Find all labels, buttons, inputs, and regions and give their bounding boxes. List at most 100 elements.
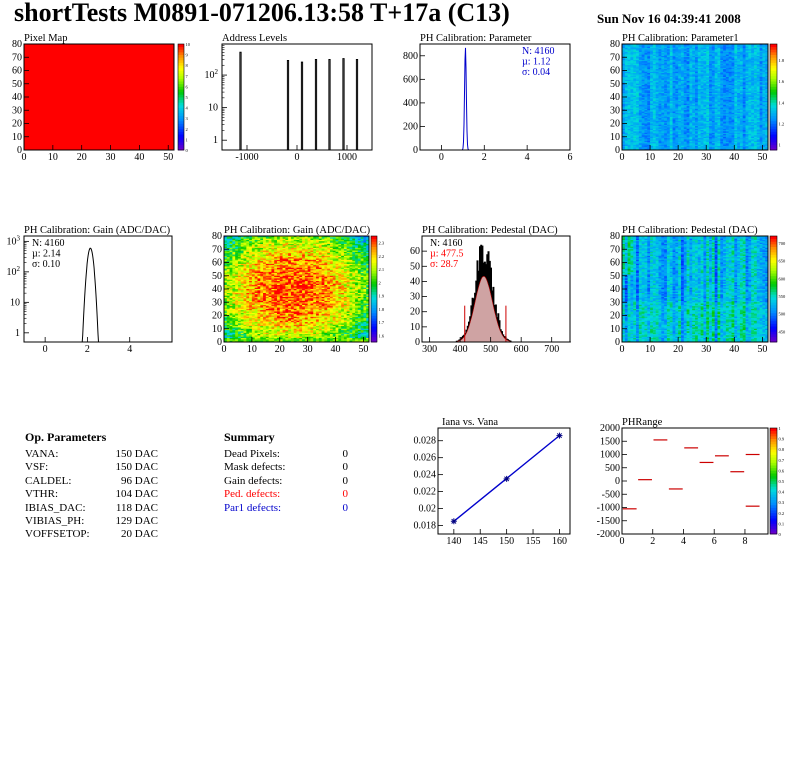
heatmap-cell: [644, 130, 648, 132]
heatmap-cell: [675, 69, 679, 71]
heatmap-cell: [709, 122, 713, 124]
heatmap-cell: [265, 239, 269, 242]
heatmap-cell: [658, 46, 662, 49]
heatmap-cell: [742, 97, 746, 99]
heatmap-cell: [723, 119, 727, 122]
heatmap-cell: [263, 241, 267, 243]
heatmap-cell: [739, 53, 744, 55]
heatmap-cell: [329, 242, 334, 245]
heatmap-cell: [742, 110, 746, 112]
heatmap-cell: [650, 81, 654, 83]
heatmap-cell: [669, 46, 673, 49]
heatmap-cell: [647, 136, 651, 139]
heatmap-cell: [647, 114, 651, 116]
heatmap-cell: [700, 102, 704, 104]
heatmap-cell: [243, 249, 247, 251]
heatmap-cell: [658, 136, 662, 139]
heatmap-cell: [714, 130, 718, 132]
heatmap-cell: [695, 50, 699, 53]
heatmap-cell: [633, 63, 637, 66]
heatmap-cell: [697, 98, 701, 100]
heatmap-cell: [759, 53, 763, 55]
heatmap-cell: [641, 75, 645, 78]
heatmap-cell: [745, 47, 749, 50]
heatmap-cell: [753, 128, 758, 131]
heatmap-cell: [672, 142, 676, 144]
heatmap-cell: [737, 91, 741, 94]
heatmap-cell: [709, 62, 713, 65]
heatmap-cell: [762, 62, 766, 65]
heatmap-cell: [686, 93, 690, 95]
heatmap-cell: [343, 246, 348, 249]
heatmap-cell: [622, 134, 626, 136]
heatmap-cell: [709, 106, 713, 108]
heatmap-cell: [638, 131, 643, 134]
heatmap-cell: [728, 103, 732, 106]
colorbar-band: [178, 142, 184, 146]
heatmap-cell: [310, 249, 314, 251]
heatmap-cell: [737, 122, 741, 124]
heatmap-cell: [697, 86, 701, 89]
heatmap-cell: [765, 134, 769, 136]
heatmap-cell: [706, 97, 710, 99]
heatmap-cell: [706, 69, 710, 71]
heatmap-cell: [731, 136, 735, 139]
heatmap-cell: [753, 124, 758, 127]
heatmap-cell: [762, 142, 766, 144]
heatmap-cell: [739, 82, 744, 85]
heatmap-cell: [762, 127, 766, 130]
heatmap-cell: [762, 63, 766, 66]
heatmap-cell: [638, 119, 643, 122]
y-tick-label: 102: [7, 265, 21, 278]
heatmap-cell: [680, 69, 685, 71]
heatmap-cell: [647, 63, 651, 66]
heatmap-cell: [666, 122, 671, 124]
heatmap-cell: [630, 136, 634, 139]
heatmap-cell: [737, 70, 741, 73]
heatmap-cell: [748, 142, 752, 144]
heatmap-cell: [641, 131, 645, 134]
heatmap-cell: [692, 46, 696, 49]
heatmap-cell: [624, 45, 628, 47]
heatmap-cell: [669, 140, 673, 143]
heatmap-cell: [260, 247, 264, 250]
heatmap-cell: [664, 142, 668, 144]
heatmap-cell: [745, 58, 749, 61]
heatmap-cell: [742, 124, 746, 127]
heatmap-cell: [672, 44, 676, 46]
heatmap-cell: [332, 238, 336, 241]
heatmap-cell: [672, 146, 676, 148]
heatmap-cell: [636, 79, 640, 82]
heatmap-cell: [695, 138, 699, 140]
heatmap-cell: [644, 49, 648, 51]
y-tick-label: 200: [403, 121, 418, 132]
heatmap-cell: [661, 110, 665, 112]
heatmap-cell: [240, 247, 244, 250]
heatmap-cell: [709, 134, 713, 136]
heatmap-cell: [714, 114, 718, 116]
heatmap-cell: [622, 112, 626, 115]
heatmap-cell: [711, 66, 716, 69]
heatmap-cell: [745, 82, 749, 85]
heatmap-cell: [678, 49, 682, 51]
heatmap-cell: [678, 50, 682, 53]
heatmap-cell: [706, 47, 710, 50]
heatmap-cell: [644, 132, 648, 135]
heatmap-cell: [731, 46, 735, 49]
heatmap-cell: [669, 67, 673, 70]
heatmap-cell: [683, 45, 687, 47]
heatmap-cell: [748, 73, 752, 75]
heatmap-cell: [703, 95, 707, 98]
heatmap-cell: [765, 111, 769, 114]
heatmap-cell: [664, 86, 668, 89]
colorbar-band: [178, 144, 184, 148]
heatmap-cell: [650, 111, 654, 114]
heatmap-cell: [728, 122, 732, 124]
heatmap-cell: [638, 49, 643, 51]
heatmap-cell: [630, 139, 634, 142]
heatmap-cell: [633, 124, 637, 127]
heatmap-cell: [692, 66, 696, 69]
heatmap-cell: [737, 140, 741, 143]
heatmap-cell: [672, 127, 676, 130]
heatmap-cell: [658, 73, 662, 75]
